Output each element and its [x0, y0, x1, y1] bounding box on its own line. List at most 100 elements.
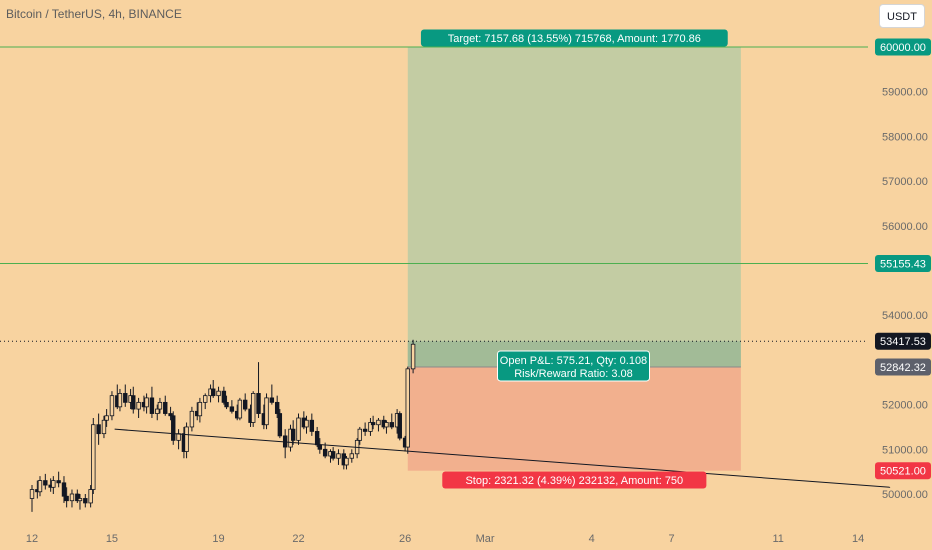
candle[interactable]: [109, 391, 115, 421]
candle-body: [344, 457, 349, 466]
price-badge-bg: [875, 255, 931, 273]
price-badge-bg: [875, 332, 931, 350]
price-badge-text: 60000.00: [880, 42, 926, 54]
candle[interactable]: [168, 406, 173, 421]
candle[interactable]: [362, 422, 368, 436]
trendline[interactable]: [114, 428, 891, 488]
candle[interactable]: [264, 393, 269, 430]
candle[interactable]: [211, 380, 216, 398]
candle[interactable]: [237, 397, 243, 421]
risk-reward-text: Risk/Reward Ratio: 3.08: [514, 368, 633, 380]
candle[interactable]: [184, 422, 189, 459]
candle[interactable]: [269, 384, 275, 405]
candle-body: [330, 451, 336, 459]
candle[interactable]: [304, 415, 309, 434]
candle[interactable]: [370, 415, 376, 430]
candle[interactable]: [171, 411, 176, 445]
candle[interactable]: [96, 413, 101, 445]
candle[interactable]: [216, 386, 221, 403]
price-tick-label: 50000.00: [882, 489, 928, 501]
stop-zone[interactable]: [407, 366, 741, 471]
candle[interactable]: [29, 485, 35, 512]
candle[interactable]: [51, 476, 56, 494]
candle[interactable]: [405, 366, 410, 454]
candle[interactable]: [376, 418, 381, 432]
chart-title: Bitcoin / TetherUS, 4h, BINANCE: [6, 7, 182, 21]
candle-body: [397, 413, 402, 439]
price-badge-bg: [875, 38, 931, 56]
candle[interactable]: [277, 409, 283, 439]
candle[interactable]: [290, 420, 296, 445]
candle[interactable]: [149, 386, 155, 419]
candle[interactable]: [330, 447, 336, 461]
time-tick-label: 14: [852, 533, 864, 545]
candle[interactable]: [256, 362, 261, 419]
candle[interactable]: [144, 393, 149, 414]
candle[interactable]: [357, 426, 362, 445]
candle-body: [37, 480, 43, 493]
candle-body: [211, 388, 216, 397]
candle[interactable]: [274, 395, 280, 419]
candle[interactable]: [69, 489, 75, 508]
candle[interactable]: [163, 395, 168, 416]
target-zone[interactable]: [407, 47, 741, 367]
candle[interactable]: [203, 393, 208, 410]
candle[interactable]: [83, 494, 88, 508]
candle-body: [163, 401, 168, 414]
candle-body: [29, 489, 35, 499]
candle[interactable]: [344, 456, 349, 470]
candle[interactable]: [296, 413, 301, 445]
candle[interactable]: [384, 420, 389, 434]
candle[interactable]: [101, 415, 107, 439]
candle-body: [224, 401, 229, 408]
candle[interactable]: [229, 400, 235, 414]
candle-body: [368, 422, 373, 432]
candle-body: [69, 493, 75, 502]
candle-body: [304, 419, 309, 428]
candle[interactable]: [37, 476, 43, 497]
candle-body: [197, 401, 203, 417]
candle[interactable]: [155, 404, 160, 421]
price-badge: 53417.53: [875, 332, 931, 350]
candle[interactable]: [197, 397, 203, 423]
candle[interactable]: [336, 449, 341, 465]
candle[interactable]: [224, 395, 229, 410]
candle[interactable]: [397, 411, 402, 441]
candle[interactable]: [56, 471, 61, 488]
candle[interactable]: [61, 476, 67, 503]
candle[interactable]: [349, 449, 354, 463]
candle[interactable]: [389, 413, 394, 430]
candle-body: [117, 393, 123, 408]
candle[interactable]: [104, 409, 109, 427]
candle[interactable]: [77, 494, 83, 510]
price-badge-bg: [875, 462, 931, 480]
candle[interactable]: [242, 393, 248, 412]
candle[interactable]: [43, 473, 48, 490]
candle[interactable]: [117, 388, 123, 412]
candle[interactable]: [136, 397, 141, 419]
candle-body: [51, 480, 56, 488]
candle-body: [131, 395, 136, 410]
candle[interactable]: [91, 418, 96, 494]
candle[interactable]: [131, 386, 136, 414]
candle-body: [250, 393, 256, 423]
candle-body: [277, 413, 283, 437]
candle[interactable]: [88, 485, 93, 508]
candle[interactable]: [410, 339, 416, 374]
candle[interactable]: [157, 397, 163, 414]
candle[interactable]: [221, 386, 227, 405]
candle[interactable]: [75, 489, 80, 503]
candle-body: [349, 453, 354, 459]
currency-button[interactable]: USDT: [879, 4, 925, 28]
candle[interactable]: [64, 487, 69, 508]
candle[interactable]: [123, 384, 128, 407]
candle-body: [168, 413, 173, 417]
candle[interactable]: [189, 406, 195, 432]
price-badge-text: 53417.53: [880, 336, 926, 348]
candle[interactable]: [368, 418, 373, 436]
target-label-text: Target: 7157.68 (13.55%) 715768, Amount:…: [448, 33, 701, 45]
candle[interactable]: [309, 413, 315, 436]
candle[interactable]: [250, 391, 256, 427]
time-tick-label: 12: [26, 533, 38, 545]
